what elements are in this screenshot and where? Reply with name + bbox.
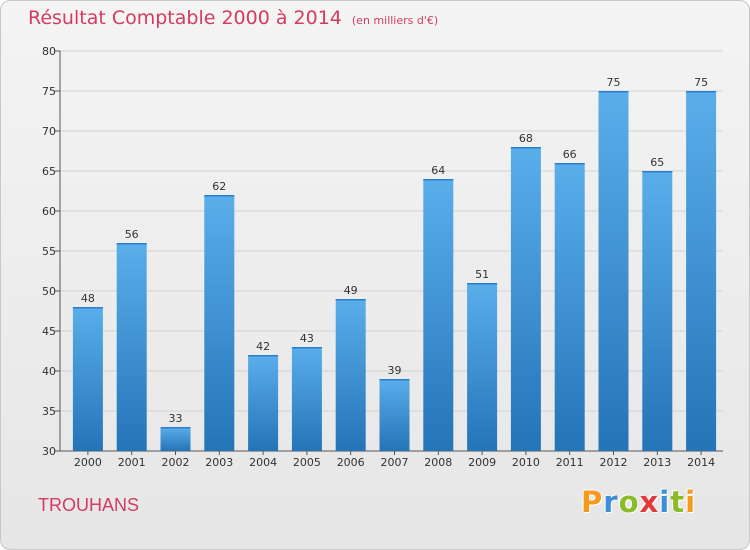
data-label: 64 [431,164,445,177]
x-tick-label: 2007 [381,456,409,469]
bar [72,307,103,451]
logo-letter: r [603,485,619,519]
x-tick-label: 2004 [249,456,277,469]
label-layer: 48 56 33 62 42 43 49 39 64 51 68 66 75 65 75 [81,76,708,425]
bar-top-edge [686,91,717,93]
y-tick-label: 55 [42,245,56,258]
proxiti-logo: Proxiti [581,485,696,519]
bar [160,427,191,451]
bar [248,355,279,451]
bar-top-edge [248,355,279,357]
bar [379,379,410,451]
x-tick-label: 2006 [337,456,365,469]
y-tick-label: 50 [42,285,56,298]
bar-top-edge [335,299,366,301]
logo-letter: t [670,485,686,519]
x-tick-label: 2005 [293,456,321,469]
bar-top-edge [116,243,147,245]
chart-title-text: Résultat Comptable 2000 à 2014 [28,7,342,29]
x-tick-label: 2000 [74,456,102,469]
data-label: 49 [344,284,358,297]
bar-top-edge [72,307,103,309]
chart-subtitle: (en milliers d'€) [351,14,439,27]
y-tick-label: 75 [42,85,56,98]
x-tick-label: 2008 [424,456,452,469]
bar [554,163,585,451]
bar [642,171,673,451]
bar [204,195,235,451]
y-tick-label: 30 [42,445,56,458]
bar [116,243,147,451]
data-label: 62 [212,180,226,193]
data-label: 43 [300,332,314,345]
data-label: 39 [388,364,402,377]
bar-top-edge [467,283,498,285]
bar-top-edge [423,179,454,181]
x-tick-label: 2010 [512,456,540,469]
data-label: 48 [81,292,95,305]
data-label: 75 [694,76,708,89]
bar [423,179,454,451]
logo-letter: x [639,485,660,519]
bar [686,91,717,451]
y-tick-label: 80 [42,45,56,58]
bar [291,347,322,451]
data-label: 68 [519,132,533,145]
x-tick-label: 2003 [205,456,233,469]
data-label: 65 [650,156,664,169]
data-label: 56 [125,228,139,241]
bar-layer [72,91,717,451]
bar [510,147,541,451]
bar-top-edge [204,195,235,197]
bar-top-edge [291,347,322,349]
y-tick-label: 65 [42,165,56,178]
bar-top-edge [379,379,410,381]
y-tick-label: 40 [42,365,56,378]
y-tick-label: 35 [42,405,56,418]
commune-name: TROUHANS [38,495,140,515]
bar-top-edge [510,147,541,149]
data-label: 33 [169,412,183,425]
x-tick-label: 2013 [643,456,671,469]
bar [598,91,629,451]
data-label: 51 [475,268,489,281]
x-tick-label: 2014 [687,456,715,469]
bar-top-edge [598,91,629,93]
data-label: 42 [256,340,270,353]
bar [335,299,366,451]
x-tick-label: 2012 [600,456,628,469]
y-tick-label: 70 [42,125,56,138]
chart-title: Résultat Comptable 2000 à 2014 (en millie… [28,7,438,29]
data-label: 66 [563,148,577,161]
bar-top-edge [554,163,585,165]
logo-letter: i [685,485,697,519]
bar [467,283,498,451]
y-tick-label: 45 [42,325,56,338]
bar-top-edge [642,171,673,173]
x-tick-label: 2001 [118,456,146,469]
logo-letter: i [659,485,671,519]
logo-letter: o [618,485,640,519]
data-label: 75 [607,76,621,89]
x-tick-label: 2002 [162,456,190,469]
y-tick-label: 60 [42,205,56,218]
logo-letter: P [581,485,604,519]
bar-top-edge [160,427,191,429]
x-tick-label: 2009 [468,456,496,469]
x-tick-label: 2011 [556,456,584,469]
